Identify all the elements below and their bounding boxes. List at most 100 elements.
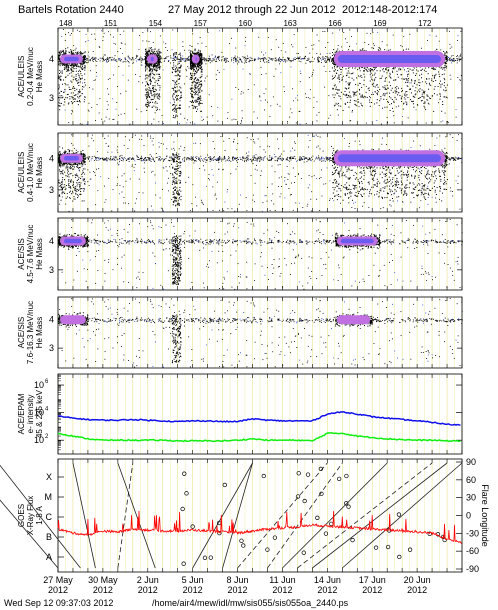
data-point [84, 55, 86, 57]
data-point [123, 60, 125, 62]
data-point [407, 73, 409, 75]
data-point [380, 96, 382, 98]
data-point [435, 68, 437, 70]
data-point [190, 92, 192, 94]
data-point [325, 60, 327, 62]
data-point [332, 61, 334, 63]
data-point [346, 94, 348, 96]
data-point [150, 47, 152, 49]
data-point [198, 66, 200, 68]
data-point [342, 75, 344, 77]
data-point [446, 51, 448, 53]
data-point [192, 64, 194, 66]
data-point [443, 85, 445, 87]
data-point [158, 80, 160, 82]
data-point [64, 76, 66, 78]
data-point [142, 32, 144, 34]
data-point [146, 74, 148, 76]
data-point [444, 82, 446, 84]
data-point [279, 63, 281, 65]
data-point [354, 93, 356, 95]
data-point [260, 66, 262, 68]
data-point [66, 97, 68, 99]
data-point [213, 59, 215, 61]
data-point [200, 56, 202, 58]
data-point [153, 69, 155, 71]
data-point [84, 65, 86, 67]
data-point [279, 105, 281, 107]
data-point [433, 88, 435, 90]
data-point [58, 55, 60, 57]
data-point [371, 83, 373, 85]
data-point [192, 65, 194, 67]
data-point [329, 114, 331, 116]
data-point [72, 111, 73, 113]
data-point [151, 68, 153, 70]
data-point [191, 76, 193, 78]
data-point [257, 57, 259, 59]
data-point [316, 53, 318, 54]
data-point [215, 74, 217, 76]
data-point [192, 96, 194, 98]
data-point [152, 76, 154, 78]
data-point [153, 88, 155, 90]
data-point [60, 78, 62, 80]
data-point [146, 58, 148, 60]
data-point [361, 48, 363, 50]
data-point [150, 93, 152, 95]
data-point [376, 99, 378, 101]
data-point [109, 57, 111, 59]
data-point [425, 81, 427, 83]
data-point [376, 89, 378, 91]
data-point [136, 108, 138, 110]
data-point [433, 93, 435, 95]
data-point [103, 59, 105, 61]
data-point [421, 47, 422, 49]
data-point [335, 86, 337, 88]
data-point [216, 79, 217, 80]
data-point [461, 46, 463, 48]
data-point [159, 65, 161, 67]
data-point [207, 57, 209, 59]
data-point [150, 49, 152, 51]
data-point [192, 75, 194, 77]
data-point [363, 97, 365, 99]
data-point [337, 69, 339, 71]
data-point [184, 117, 186, 119]
data-point [157, 60, 159, 62]
data-point [176, 59, 178, 61]
data-point [185, 60, 187, 62]
data-point [160, 61, 161, 63]
data-point [348, 72, 350, 74]
data-point [152, 42, 154, 43]
data-point [58, 76, 60, 78]
data-point [157, 95, 159, 97]
data-point [160, 56, 162, 58]
data-point [218, 60, 220, 62]
data-point [388, 69, 390, 71]
data-point [160, 62, 162, 64]
data-point [353, 91, 355, 93]
data-point [82, 86, 84, 88]
data-point [449, 74, 451, 76]
data-point [194, 64, 196, 66]
data-point [387, 87, 389, 89]
data-point [331, 75, 333, 77]
data-point [140, 61, 142, 63]
data-point [201, 76, 203, 78]
data-point [71, 64, 73, 66]
data-point [197, 52, 199, 54]
data-point [70, 64, 72, 66]
data-point [146, 105, 148, 107]
data-point [244, 45, 246, 47]
data-point [374, 103, 376, 105]
data-point [333, 57, 335, 59]
data-point [140, 60, 142, 62]
data-point [391, 87, 393, 89]
data-point [136, 56, 138, 58]
data-point [305, 97, 307, 98]
data-point [152, 85, 154, 87]
data-point [138, 59, 140, 61]
data-point [150, 74, 152, 76]
data-point [452, 58, 454, 60]
